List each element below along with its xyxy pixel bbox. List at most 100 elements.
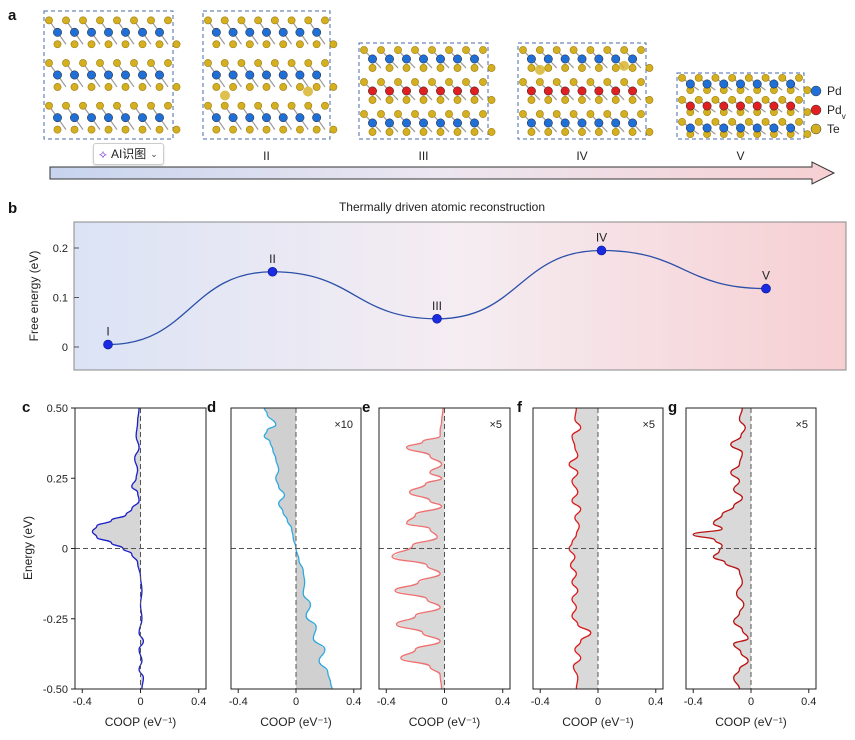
te-atom [62, 59, 70, 67]
te-atom [385, 96, 394, 104]
atom-layer [45, 101, 181, 134]
te-atom [637, 46, 645, 54]
ytick-label: -0.25 [43, 614, 68, 626]
te-atom [385, 128, 394, 136]
te-atom [569, 78, 578, 86]
te-atom [204, 59, 212, 67]
te-atom [62, 16, 70, 25]
pd-atom [419, 118, 428, 128]
pdv-atom [560, 86, 570, 96]
te-atom [470, 128, 479, 136]
te-atom [578, 64, 586, 72]
te-atom [603, 46, 612, 54]
te-atom [79, 101, 87, 110]
pd-atom [470, 54, 479, 64]
pd-atom [577, 54, 587, 64]
te-atom [569, 46, 578, 54]
pd-atom [138, 27, 147, 37]
te-atom [445, 78, 453, 86]
pd-atom [594, 118, 604, 128]
te-atom [245, 125, 254, 134]
sparkle-icon: ⟡ [99, 147, 107, 161]
pd-atom [628, 118, 638, 128]
te-atom [711, 117, 720, 126]
te-atom [138, 125, 147, 134]
te-atom [130, 59, 138, 67]
te-atom [428, 78, 436, 86]
te-atom [561, 96, 570, 104]
pdv-atom [611, 86, 621, 96]
pdv-atom [594, 86, 604, 96]
energy-point-label: II [269, 252, 276, 266]
te-atom [79, 59, 87, 67]
te-atom [552, 78, 561, 86]
coop-curve [91, 407, 145, 690]
te-atom [603, 78, 612, 86]
te-atom [428, 46, 436, 54]
ai-identify-button[interactable]: ⟡ AI识图 ⌄ [93, 143, 164, 165]
te-atom [694, 73, 703, 82]
chart-b-background [73, 221, 847, 371]
xtick-label: -0.4 [73, 696, 92, 708]
te-atom [155, 125, 164, 134]
te-atom [487, 128, 496, 136]
te-atom [569, 110, 578, 118]
structure-3 [358, 42, 496, 140]
coop-ylabel: Energy (eV) [21, 516, 35, 580]
coop-curve [391, 407, 444, 690]
pd-atom [312, 70, 322, 80]
te-atom [121, 83, 130, 91]
te-atom [462, 78, 470, 86]
te-atom [645, 64, 654, 72]
te-atom [304, 59, 313, 67]
xtick-label: -0.4 [684, 696, 703, 708]
xtick-label: -0.4 [531, 696, 550, 708]
te-atom [470, 64, 479, 72]
te-atom [744, 117, 753, 126]
te-atom [535, 110, 544, 118]
te-atom [637, 78, 645, 86]
pd-atom [769, 123, 779, 133]
coop-fill [392, 408, 445, 689]
pdv-atom [786, 101, 796, 111]
te-atom [645, 96, 654, 104]
pdv-atom [769, 101, 779, 111]
te-atom [270, 101, 279, 110]
panel-label-c: c [22, 399, 30, 416]
te-atom [470, 96, 479, 104]
te-atom [728, 73, 737, 82]
pd-atom [419, 54, 428, 64]
pd-atom [560, 54, 570, 64]
te-atom [394, 110, 402, 118]
pd-atom [295, 70, 305, 80]
te-atom [138, 83, 147, 91]
pd-atom [155, 113, 164, 123]
energy-point-I [103, 339, 113, 350]
pd-atom [719, 123, 729, 133]
te-atom [552, 46, 561, 54]
pd-atom [278, 27, 288, 37]
te-atom [87, 83, 96, 91]
pdv-atom [402, 86, 411, 96]
coop-panel-f: -0.4 0 0.4 COOP (eV⁻¹) ×5 [531, 407, 664, 729]
te-atom [761, 95, 770, 104]
pd-atom [245, 70, 255, 80]
te-atom [279, 40, 288, 49]
te-atom [611, 128, 620, 136]
mobile-te-atom [220, 90, 230, 101]
atom-layer [204, 16, 338, 49]
te-atom [578, 128, 586, 136]
te-atom [535, 78, 544, 86]
te-atom [744, 73, 753, 82]
te-atom [620, 110, 629, 118]
pd-atom [786, 123, 796, 133]
legend-dot [810, 85, 822, 97]
te-atom [220, 101, 229, 110]
pd-atom [245, 27, 255, 37]
te-atom [87, 125, 96, 134]
pd-atom [685, 123, 695, 133]
panel-label-d: d [207, 399, 216, 416]
te-atom [795, 73, 803, 82]
te-atom [436, 128, 445, 136]
